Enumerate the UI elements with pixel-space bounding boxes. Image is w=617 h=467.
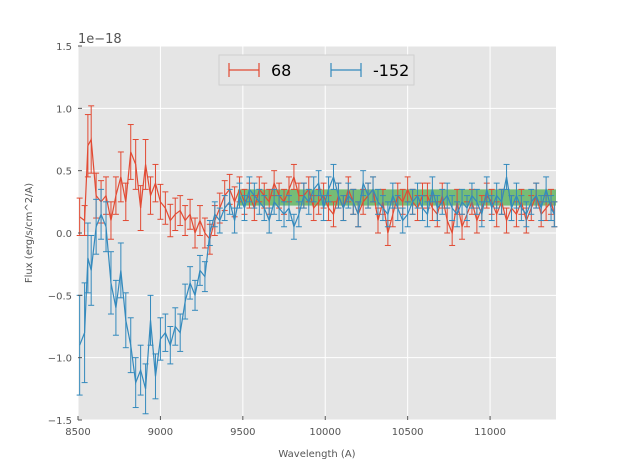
legend: 68 -152 — [218, 54, 415, 86]
y-tick-label: −0.5 — [48, 291, 72, 302]
x-tick-label: 9000 — [148, 427, 173, 438]
y-tick-label: −1.5 — [48, 416, 72, 427]
x-axis-label: Wavelength (A) — [278, 449, 355, 460]
y-offset-label: 1e−18 — [78, 32, 122, 47]
y-tick-label: −1.0 — [48, 354, 72, 365]
x-tick-label: 11000 — [474, 427, 506, 438]
series-layer — [76, 105, 558, 415]
x-axis-ticks: 8500 9000 9500 10000 10500 11000 — [65, 416, 506, 438]
y-tick-label: 0.0 — [56, 229, 72, 240]
y-axis-label: Flux (erg/s/cm^2/A) — [24, 183, 35, 283]
series-line — [79, 137, 555, 241]
x-tick-label: 10000 — [309, 427, 341, 438]
legend-label: -152 — [373, 61, 409, 80]
x-tick-label: 9500 — [230, 427, 255, 438]
series-line — [79, 174, 555, 389]
x-tick-label: 8500 — [65, 427, 90, 438]
y-tick-label: 0.5 — [56, 167, 72, 178]
legend-label: 68 — [271, 61, 291, 80]
series-2 — [76, 163, 558, 415]
y-tick-label: 1.5 — [56, 42, 72, 53]
y-axis-ticks: −1.5 −1.0 −0.5 0.0 0.5 1.0 1.5 — [48, 42, 82, 427]
x-tick-label: 10500 — [392, 427, 424, 438]
y-tick-label: 1.0 — [56, 104, 72, 115]
